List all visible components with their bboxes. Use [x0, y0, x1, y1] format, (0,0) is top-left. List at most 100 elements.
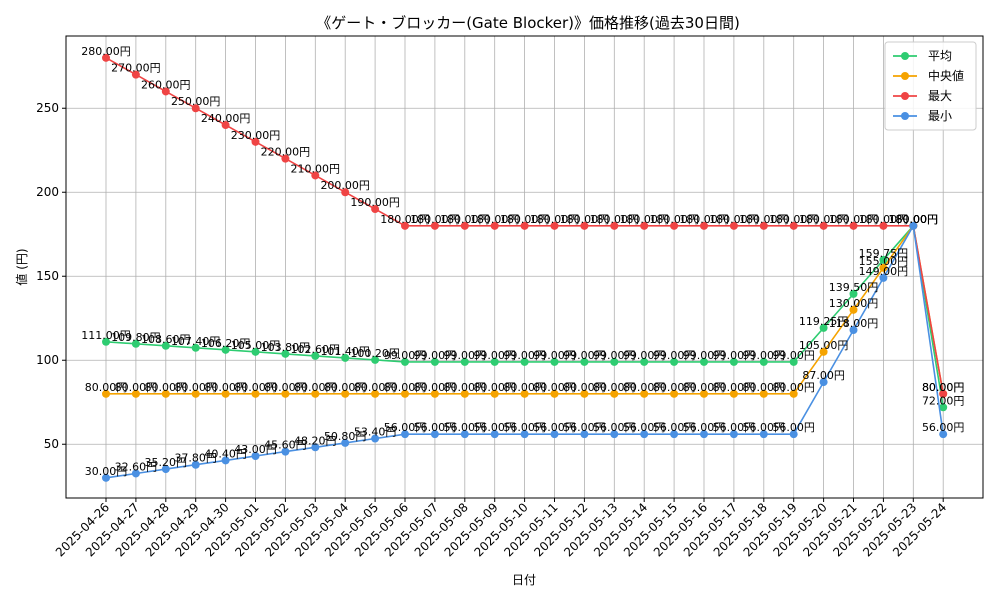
- data-label: 270.00円: [111, 62, 161, 75]
- data-point: [430, 430, 439, 439]
- data-point: [311, 443, 320, 452]
- data-label: 106.20円: [201, 337, 251, 350]
- data-point: [251, 347, 260, 356]
- data-label: 35.20円: [145, 456, 188, 469]
- data-point: [789, 357, 798, 366]
- data-label: 99.00円: [743, 349, 786, 362]
- data-point: [401, 357, 409, 366]
- data-label: 80.00円: [922, 381, 965, 394]
- data-point: [759, 357, 768, 366]
- data-point: [879, 273, 888, 282]
- data-label: 119.25円: [799, 315, 849, 328]
- data-label: 250.00円: [171, 95, 221, 108]
- data-point: [161, 87, 170, 96]
- data-point: [102, 337, 110, 346]
- data-point: [191, 104, 200, 113]
- data-label: 280.00円: [81, 45, 131, 58]
- data-point: [789, 430, 798, 439]
- data-label: 200.00円: [320, 179, 370, 192]
- data-point: [670, 430, 679, 439]
- data-label: 40.40円: [204, 447, 247, 460]
- data-point: [251, 137, 260, 146]
- data-point: [430, 221, 439, 230]
- data-point: [640, 389, 649, 398]
- data-label: 130.00円: [829, 297, 879, 310]
- data-label: 180.00円: [679, 213, 729, 226]
- data-point: [640, 221, 649, 230]
- data-label: 43.00円: [234, 443, 277, 456]
- data-point: [700, 389, 708, 398]
- data-label: 56.00円: [772, 421, 815, 434]
- data-label: 99.00円: [444, 349, 487, 362]
- data-point: [131, 339, 140, 348]
- series-layer: [102, 53, 948, 482]
- data-label: 56.00円: [414, 421, 457, 434]
- data-point: [311, 389, 320, 398]
- data-label: 80.00円: [354, 381, 397, 394]
- data-label: 102.60円: [291, 343, 341, 356]
- data-point: [610, 430, 619, 439]
- grid: [66, 36, 983, 498]
- data-point: [281, 154, 290, 163]
- data-point: [640, 430, 649, 439]
- data-label: 180.00円: [889, 213, 939, 226]
- data-label: 87.00円: [802, 369, 845, 382]
- y-tick-label: 100: [36, 353, 59, 367]
- data-point: [371, 434, 380, 443]
- data-label: 80.00円: [234, 381, 277, 394]
- data-label: 107.40円: [171, 335, 221, 348]
- data-point: [700, 221, 708, 230]
- data-point: [520, 430, 529, 439]
- data-label: 118.00円: [829, 317, 879, 330]
- data-label: 56.00円: [743, 421, 786, 434]
- data-point: [341, 353, 350, 362]
- data-point: [580, 389, 589, 398]
- data-label: 56.00円: [384, 421, 427, 434]
- data-point: [849, 289, 858, 298]
- data-label: 180.00円: [889, 213, 939, 226]
- data-point: [879, 221, 888, 230]
- data-point: [580, 221, 589, 230]
- y-tick-label: 200: [36, 185, 59, 199]
- data-label: 56.00円: [593, 421, 636, 434]
- data-point: [610, 357, 619, 366]
- data-point: [819, 378, 828, 387]
- data-point: [460, 430, 469, 439]
- data-label: 80.00円: [503, 381, 546, 394]
- data-label: 101.40円: [320, 345, 370, 358]
- data-point: [729, 430, 738, 439]
- data-label: 80.00円: [204, 381, 247, 394]
- data-label: 180.00円: [889, 213, 939, 226]
- data-label: 99.00円: [384, 349, 427, 362]
- data-point: [550, 389, 559, 398]
- data-label: 240.00円: [201, 112, 251, 125]
- data-label: 99.00円: [533, 349, 576, 362]
- data-label: 180.00円: [889, 213, 939, 226]
- data-point: [729, 357, 738, 366]
- data-point: [221, 121, 230, 130]
- data-point: [520, 389, 529, 398]
- data-label: 180.00円: [769, 213, 819, 226]
- data-point: [909, 221, 918, 230]
- data-label: 139.50円: [829, 281, 879, 294]
- data-point: [819, 347, 828, 356]
- data-point: [430, 357, 439, 366]
- data-label: 80.00円: [743, 381, 786, 394]
- data-point: [819, 323, 828, 332]
- data-point: [221, 345, 230, 354]
- data-point: [759, 389, 768, 398]
- data-label: 180.00円: [560, 213, 610, 226]
- data-label: 180.00円: [380, 213, 430, 226]
- y-tick-label: 50: [44, 437, 59, 451]
- data-label: 56.00円: [563, 421, 606, 434]
- data-point: [371, 355, 380, 364]
- data-label: 180.00円: [799, 213, 849, 226]
- data-label: 80.00円: [264, 381, 307, 394]
- data-point: [161, 389, 170, 398]
- data-label: 109.80円: [111, 331, 161, 344]
- data-label: 105.00円: [799, 339, 849, 352]
- data-label: 180.00円: [500, 213, 550, 226]
- data-point: [131, 389, 140, 398]
- data-label: 180.00円: [619, 213, 669, 226]
